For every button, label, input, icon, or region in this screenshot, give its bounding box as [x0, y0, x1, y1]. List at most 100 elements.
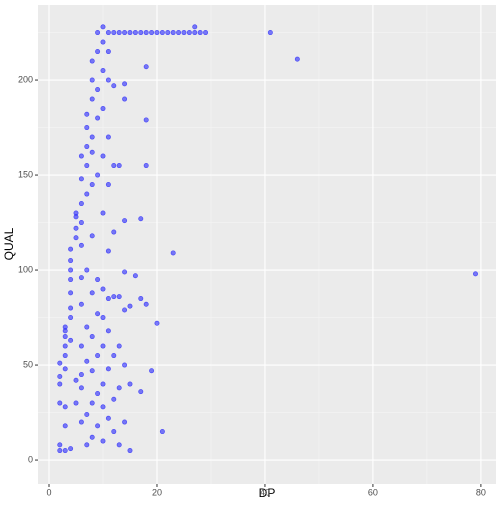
point — [111, 353, 117, 359]
point — [57, 448, 63, 454]
point — [100, 210, 106, 216]
point — [78, 385, 84, 391]
point — [89, 77, 95, 83]
point — [95, 353, 101, 359]
point — [89, 134, 95, 140]
x-tick-label: 0 — [47, 487, 52, 497]
point — [89, 434, 95, 440]
point — [68, 315, 74, 321]
point — [100, 438, 106, 444]
point — [95, 115, 101, 121]
point — [122, 307, 128, 313]
x-tick-label: 60 — [368, 487, 378, 497]
x-axis-title: DP — [259, 486, 276, 500]
point — [100, 68, 106, 74]
point — [62, 334, 68, 340]
point — [105, 248, 111, 254]
point — [100, 24, 106, 30]
point — [100, 39, 106, 45]
point — [122, 81, 128, 87]
point — [73, 225, 79, 231]
point — [127, 381, 133, 387]
y-tick-label: 0 — [28, 454, 33, 464]
point — [100, 153, 106, 159]
point — [84, 267, 90, 273]
point — [294, 56, 300, 62]
x-tick-label: 80 — [476, 487, 486, 497]
point — [116, 30, 122, 36]
point — [95, 172, 101, 178]
point — [73, 235, 79, 241]
point — [197, 30, 203, 36]
point — [68, 258, 74, 264]
point — [57, 381, 63, 387]
point — [111, 429, 117, 435]
point — [95, 277, 101, 283]
point — [68, 446, 74, 452]
point — [78, 275, 84, 281]
point — [111, 83, 117, 89]
point — [105, 182, 111, 188]
point — [62, 404, 68, 410]
point — [100, 106, 106, 112]
point — [105, 134, 111, 140]
point — [68, 290, 74, 296]
point — [78, 201, 84, 207]
point — [111, 163, 117, 169]
point — [138, 389, 144, 395]
point — [89, 334, 95, 340]
x-tick-label: 40 — [260, 487, 270, 497]
point — [111, 30, 117, 36]
point — [57, 373, 63, 379]
point — [89, 233, 95, 239]
point — [122, 419, 128, 425]
point — [62, 324, 68, 330]
point — [68, 277, 74, 283]
point — [95, 423, 101, 429]
y-tick-label: 50 — [23, 359, 33, 369]
point — [57, 442, 63, 448]
point — [192, 30, 198, 36]
point — [100, 343, 106, 349]
point — [100, 315, 106, 321]
point — [84, 111, 90, 117]
point — [159, 30, 165, 36]
point — [116, 163, 122, 169]
y-tick-label: 100 — [18, 264, 33, 274]
point — [84, 358, 90, 364]
point — [78, 343, 84, 349]
point — [138, 296, 144, 302]
y-axis-title: QUAL — [2, 227, 16, 260]
point — [132, 30, 138, 36]
point — [89, 368, 95, 374]
point — [170, 30, 176, 36]
point — [170, 250, 176, 256]
point — [149, 30, 155, 36]
point — [203, 30, 209, 36]
point — [84, 125, 90, 131]
point — [73, 210, 79, 216]
point — [143, 30, 149, 36]
point — [165, 30, 171, 36]
point — [267, 30, 273, 36]
point — [68, 305, 74, 311]
point — [95, 49, 101, 55]
point — [127, 303, 133, 309]
point — [176, 30, 182, 36]
point — [89, 182, 95, 188]
point — [78, 242, 84, 248]
point — [105, 328, 111, 334]
point — [62, 448, 68, 454]
point — [127, 448, 133, 454]
point — [143, 117, 149, 123]
point — [78, 176, 84, 182]
point — [95, 311, 101, 317]
point — [127, 30, 133, 36]
point — [57, 360, 63, 366]
point — [84, 442, 90, 448]
point — [111, 229, 117, 235]
point — [116, 294, 122, 300]
point — [122, 96, 128, 102]
y-tick-label: 200 — [18, 74, 33, 84]
